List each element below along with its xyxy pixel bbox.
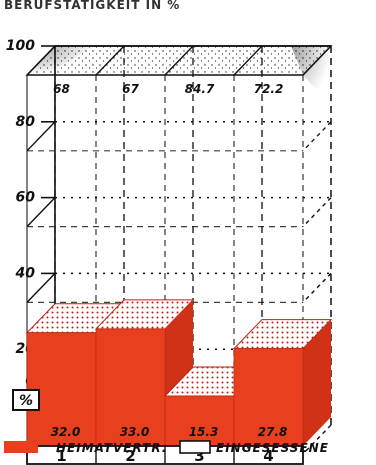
category-label: 2 bbox=[125, 447, 135, 465]
bar-front-face bbox=[95, 328, 166, 447]
bar-front-face bbox=[233, 348, 304, 447]
category-label: 3 bbox=[194, 447, 204, 465]
top-diagonal bbox=[233, 45, 263, 76]
legend: HEIMATVERTR. EINGESESSENE bbox=[4, 440, 329, 455]
depth-line-right bbox=[302, 424, 332, 455]
category-label: 4 bbox=[263, 447, 273, 465]
top-diagonal bbox=[164, 45, 194, 76]
y-tick-label: 40 bbox=[15, 265, 36, 281]
y-tick-label: 60 bbox=[16, 190, 36, 206]
depth-line-left bbox=[26, 197, 56, 228]
depth-line-left bbox=[26, 121, 56, 152]
depth-line-left bbox=[26, 272, 56, 303]
legend-swatch-heimatvertr bbox=[4, 441, 38, 453]
grid-corner-shade-right bbox=[291, 46, 331, 106]
depth-line-right bbox=[302, 272, 332, 303]
legend-label-eingesessene: EINGESESSENE bbox=[216, 441, 329, 455]
category-labels: 1 2 3 4 bbox=[26, 445, 304, 465]
grid-corner-shade-left bbox=[27, 46, 95, 75]
data-labels: 68 67 84.7 72.2 32.0 33.0 15.3 27.8 bbox=[51, 82, 288, 439]
depth-line-right bbox=[302, 197, 332, 228]
depth-line-right bbox=[302, 121, 332, 152]
y-tick-label: 80 bbox=[16, 114, 36, 130]
unit-label: % bbox=[19, 393, 33, 409]
header-fragment: BERUFSTÄTIGKEIT IN % bbox=[4, 0, 180, 12]
bar-value-label: 15.3 bbox=[189, 425, 219, 439]
top-value-label: 68 bbox=[53, 82, 70, 96]
bar-value-label: 27.8 bbox=[258, 425, 288, 439]
depth-line-left bbox=[26, 45, 56, 76]
category-label: 1 bbox=[56, 447, 66, 465]
y-axis: 020406080100 bbox=[6, 38, 56, 426]
top-value-label: 84.7 bbox=[185, 82, 215, 96]
bar-value-label: 33.0 bbox=[120, 425, 150, 439]
bar-front-face bbox=[164, 395, 235, 447]
bar-side-face bbox=[303, 319, 331, 446]
depth-line-right bbox=[302, 45, 332, 76]
legend-swatch-eingesessene bbox=[179, 440, 211, 454]
top-value-label: 67 bbox=[122, 82, 139, 96]
top-diagonal bbox=[95, 45, 125, 76]
legend-label-heimatvertr: HEIMATVERTR. bbox=[56, 441, 167, 455]
top-value-label: 72.2 bbox=[254, 82, 284, 96]
y-tick-label: 100 bbox=[6, 38, 35, 54]
unit-box: % bbox=[12, 389, 40, 411]
bar-value-label: 32.0 bbox=[51, 425, 81, 439]
